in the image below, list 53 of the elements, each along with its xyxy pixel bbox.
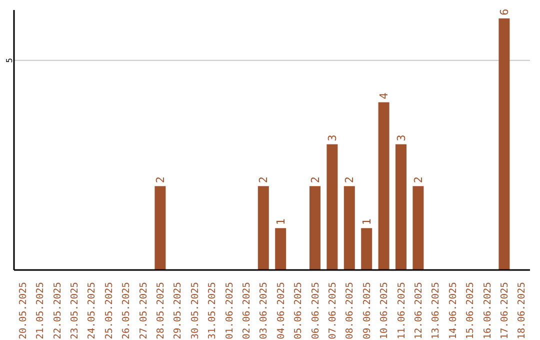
x-tick-label: 30.05.2025 <box>190 282 201 340</box>
data-label: 2 <box>154 176 168 184</box>
bar <box>326 144 338 270</box>
bar <box>361 228 372 270</box>
x-tick-label: 25.05.2025 <box>104 282 115 340</box>
x-tick-label: 16.06.2025 <box>482 282 494 340</box>
bar <box>309 186 320 270</box>
data-label: 2 <box>412 176 426 184</box>
x-tick-label: 13.06.2025 <box>430 282 442 340</box>
bar <box>498 18 510 270</box>
x-tick-label: 15.06.2025 <box>465 282 476 340</box>
data-label: 4 <box>378 92 391 100</box>
data-label: 6 <box>498 8 512 16</box>
x-tick-label: 14.06.2025 <box>448 282 459 340</box>
data-label: 2 <box>308 176 322 184</box>
x-tick-label: 03.06.2025 <box>258 282 270 340</box>
x-tick-label: 27.05.2025 <box>138 282 150 340</box>
x-tick-label: 29.05.2025 <box>172 282 184 340</box>
bar <box>378 102 390 270</box>
data-label: 3 <box>326 134 340 142</box>
x-tick-label: 04.06.2025 <box>276 282 287 340</box>
bar <box>258 186 269 270</box>
bar <box>275 228 286 270</box>
x-tick-label: 11.06.2025 <box>396 282 408 340</box>
x-tick-label: 23.05.2025 <box>70 282 81 340</box>
x-tick-label: 07.06.2025 <box>328 282 339 340</box>
data-label: 3 <box>394 134 408 142</box>
x-tick-label: 02.06.2025 <box>242 282 253 340</box>
x-tick-label: 01.06.2025 <box>224 282 236 340</box>
x-tick-label: 09.06.2025 <box>362 282 373 340</box>
x-tick-label: 12.06.2025 <box>414 282 425 340</box>
x-tick-label: 28.05.2025 <box>156 282 167 340</box>
x-tick-label: 10.06.2025 <box>379 282 390 340</box>
x-tick-label: 24.05.2025 <box>86 282 98 340</box>
data-label: 2 <box>343 176 356 184</box>
x-tick-label: 20.05.2025 <box>18 282 29 340</box>
bar <box>395 144 406 270</box>
data-label: 1 <box>360 218 374 226</box>
x-tick-label: 31.05.2025 <box>207 282 218 340</box>
x-tick-label: 22.05.2025 <box>52 282 64 340</box>
bar <box>412 186 424 270</box>
x-tick-label: 06.06.2025 <box>310 282 322 340</box>
bar <box>154 186 166 270</box>
x-tick-label: 17.06.2025 <box>500 282 511 340</box>
x-tick-label: 26.05.2025 <box>121 282 132 340</box>
bar <box>344 186 355 270</box>
x-tick-label: 05.06.2025 <box>293 282 304 340</box>
data-label: 1 <box>274 218 288 226</box>
x-tick-label: 18.06.2025 <box>516 282 528 340</box>
y-tick-label: 5 <box>5 58 14 63</box>
data-label: 2 <box>257 176 270 184</box>
x-tick-label: 21.05.2025 <box>35 282 46 340</box>
x-tick-label: 08.06.2025 <box>344 282 356 340</box>
